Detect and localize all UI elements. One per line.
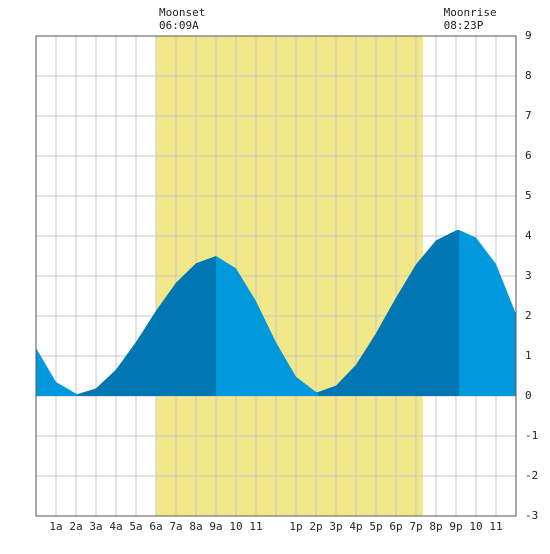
- x-tick-label: 2p: [309, 520, 322, 533]
- x-tick-label: 4p: [349, 520, 362, 533]
- x-tick-label: 3p: [329, 520, 342, 533]
- x-tick-label: 6a: [149, 520, 162, 533]
- x-tick-label: 9a: [209, 520, 222, 533]
- x-tick-label: 10: [229, 520, 242, 533]
- y-tick-label: 5: [525, 189, 532, 202]
- x-tick-label: 9p: [449, 520, 462, 533]
- event-name: Moonrise: [444, 6, 497, 19]
- x-tick-label: 4a: [109, 520, 122, 533]
- event-name: Moonset: [159, 6, 205, 19]
- y-tick-label: 8: [525, 69, 532, 82]
- falling-tide-area: [216, 256, 318, 396]
- falling-tide-area: [36, 348, 78, 396]
- y-tick-label: 1: [525, 349, 532, 362]
- x-tick-label: 8p: [429, 520, 442, 533]
- x-tick-label: 1a: [49, 520, 62, 533]
- x-tick-label: 5a: [129, 520, 142, 533]
- x-tick-label: 7a: [169, 520, 182, 533]
- x-tick-label: 10: [469, 520, 482, 533]
- x-tick-label: 11: [249, 520, 262, 533]
- text-layer: -3 -2 -1 0 1 2 3 4 5 6 7 8 9 1a 2a 3a 4a 5a 6a 7a 8a 9a 10 11 1p…: [49, 6, 538, 533]
- rising-tide-area: [318, 230, 459, 396]
- y-tick-label: 6: [525, 149, 532, 162]
- x-tick-label: 2a: [69, 520, 82, 533]
- x-tick-label: 7p: [409, 520, 422, 533]
- y-tick-label: -3: [525, 509, 538, 522]
- y-tick-label: 0: [525, 389, 532, 402]
- x-tick-label: 6p: [389, 520, 402, 533]
- x-tick-label: 3a: [89, 520, 102, 533]
- x-tick-label: 8a: [189, 520, 202, 533]
- y-tick-label: 3: [525, 269, 532, 282]
- event-time: 06:09A: [159, 19, 199, 32]
- plot-frame: [35, 35, 517, 517]
- falling-tide-area: [459, 230, 516, 396]
- y-tick-label: 2: [525, 309, 532, 322]
- y-tick-label: 7: [525, 109, 532, 122]
- x-tick-label: 11: [489, 520, 502, 533]
- x-tick-label: 1p: [289, 520, 302, 533]
- x-tick-label: 5p: [369, 520, 382, 533]
- rising-tide-area: [78, 256, 216, 396]
- y-tick-label: -1: [525, 429, 538, 442]
- event-time: 08:23P: [444, 19, 484, 32]
- y-tick-label: 9: [525, 29, 532, 42]
- y-tick-label: -2: [525, 469, 538, 482]
- area-layer: [36, 230, 516, 396]
- y-tick-label: 4: [525, 229, 532, 242]
